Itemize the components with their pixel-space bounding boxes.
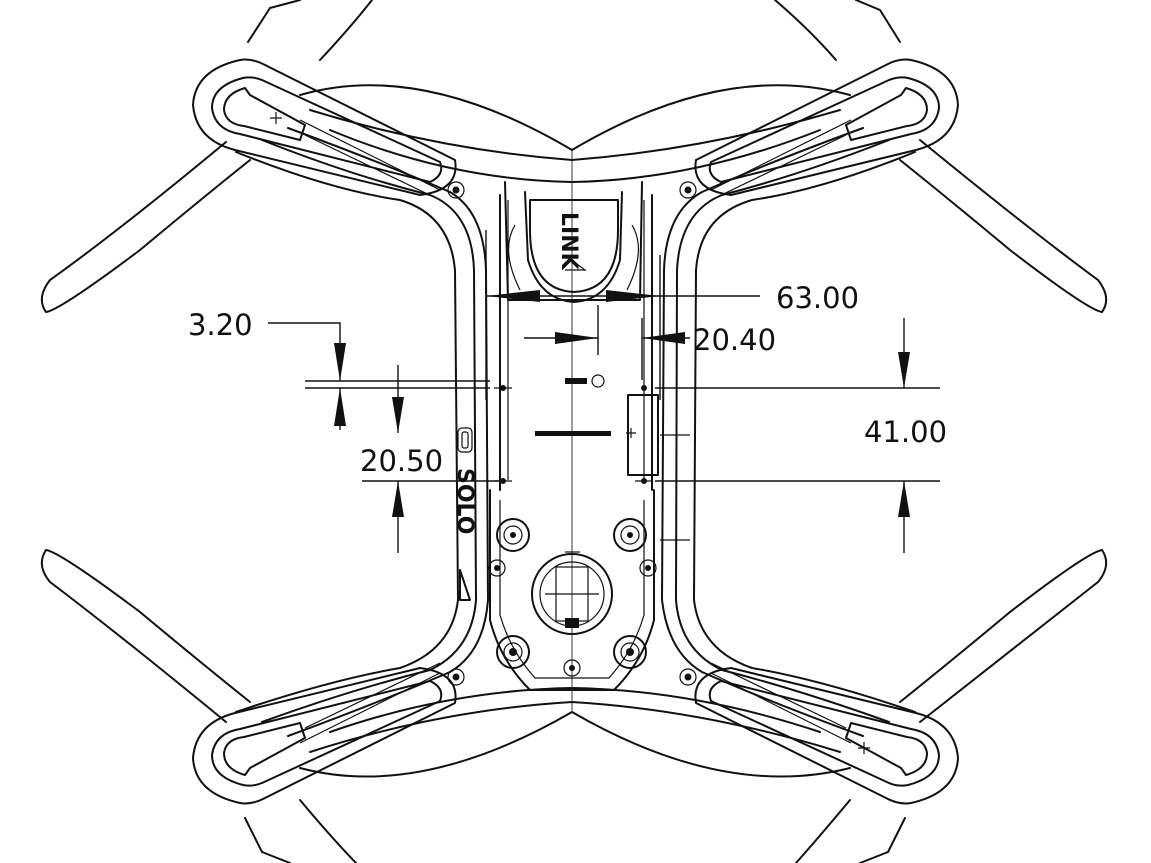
dimension-gap: 3.20 xyxy=(188,308,490,430)
dim-41: 41.00 xyxy=(864,415,947,449)
propeller-top-right xyxy=(774,0,1108,313)
side-logo: SOLO xyxy=(452,427,477,601)
battery-connector xyxy=(531,551,613,635)
dim-20-50: 20.50 xyxy=(360,444,443,478)
propeller-bottom-right xyxy=(795,549,1108,863)
dim-63: 63.00 xyxy=(776,281,859,315)
arm-tip-top-right xyxy=(694,58,959,201)
gimbal-link-housing: LINK xyxy=(504,181,643,303)
arm-screws xyxy=(447,181,697,686)
frame-outline xyxy=(235,84,916,778)
arm-tip-bottom-right xyxy=(694,662,959,805)
arm-tip-top-left xyxy=(192,58,457,201)
dim-3-20: 3.20 xyxy=(188,308,253,342)
arm-tip-bottom-left xyxy=(192,662,457,805)
label-plate xyxy=(494,374,690,541)
dimension-offset: 20.40 xyxy=(524,305,776,380)
link-logo: LINK xyxy=(556,212,581,271)
propeller-top-left xyxy=(40,0,373,313)
solo-logo: SOLO xyxy=(452,468,477,534)
dimension-width: 63.00 xyxy=(485,230,859,400)
dimension-height-right: 41.00 xyxy=(655,318,947,553)
propeller-bottom-left xyxy=(40,549,357,863)
dim-20-40: 20.40 xyxy=(693,323,776,357)
mounting-holes xyxy=(488,518,657,677)
dimension-height-left: 20.50 xyxy=(360,365,500,553)
